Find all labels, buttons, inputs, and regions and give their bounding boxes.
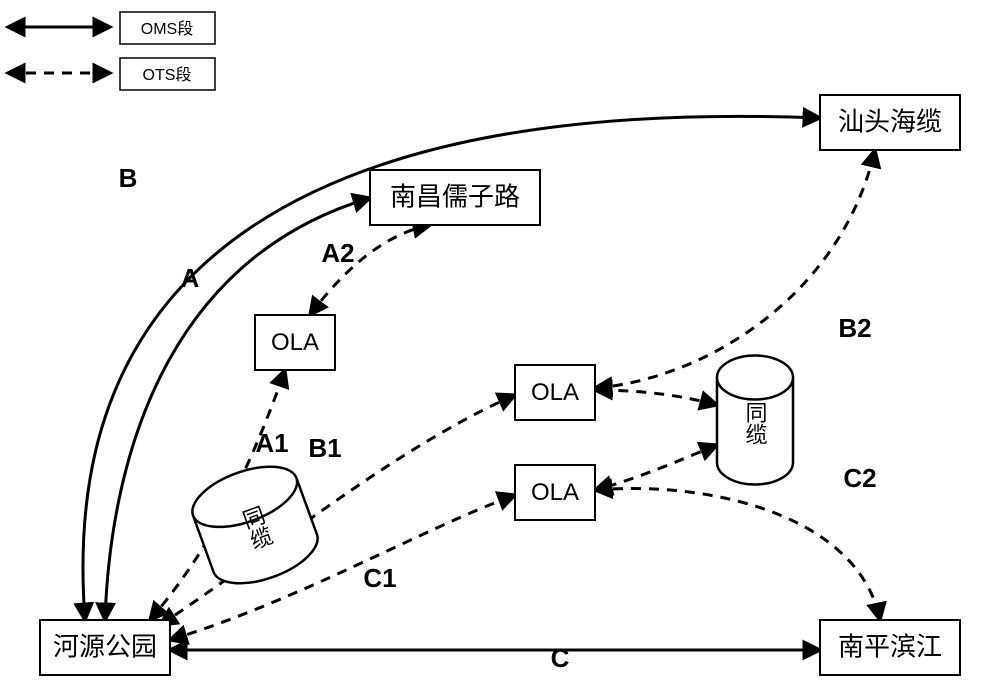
node-nanping: 南平滨江 bbox=[820, 620, 960, 675]
node-ola3: OLA bbox=[515, 465, 595, 520]
node-label-ola1: OLA bbox=[271, 329, 319, 356]
edge-label-C2: C2 bbox=[843, 463, 876, 493]
node-label-ola3: OLA bbox=[531, 479, 579, 506]
cylinder-right: 同缆 bbox=[717, 356, 793, 485]
edge-B2 bbox=[595, 150, 875, 388]
edge-label-C: C bbox=[551, 643, 570, 673]
legend: OMS段 OTS段 bbox=[8, 12, 215, 90]
legend-dashed-label: OTS段 bbox=[143, 66, 192, 84]
node-label-nanping: 南平滨江 bbox=[838, 631, 942, 661]
node-label-heyuan: 河源公园 bbox=[53, 631, 157, 661]
edge-cyl-r-ola3 bbox=[595, 445, 717, 490]
edge-cyl-r-ola2 bbox=[595, 390, 717, 405]
edge-C2 bbox=[595, 489, 880, 620]
edge-label-A: A bbox=[181, 263, 200, 293]
legend-solid-label: OMS段 bbox=[141, 20, 193, 38]
node-label-ola2: OLA bbox=[531, 379, 579, 406]
node-label-nanchang: 南昌儒子路 bbox=[390, 181, 520, 211]
edge-label-A2: A2 bbox=[321, 238, 354, 268]
edge-label-B1: B1 bbox=[308, 433, 341, 463]
edge-label-A1: A1 bbox=[255, 428, 288, 458]
edge-label-B2: B2 bbox=[838, 313, 871, 343]
nodes: 河源公园 汕头海缆南昌儒子路南平滨江 OLA OLA OLA bbox=[40, 95, 960, 675]
node-shantou: 汕头海缆 bbox=[820, 95, 960, 150]
cylinder-label-right: 同缆 bbox=[743, 401, 768, 445]
node-nanchang: 南昌儒子路 bbox=[370, 170, 540, 225]
node-ola1: OLA bbox=[255, 315, 335, 370]
cylinders: 同缆同缆 bbox=[185, 356, 793, 596]
edge-label-C1: C1 bbox=[363, 563, 396, 593]
node-heyuan: 河源公园 bbox=[40, 620, 170, 675]
node-label-shantou: 汕头海缆 bbox=[838, 106, 942, 136]
edge-label-B: B bbox=[119, 163, 138, 193]
node-ola2: OLA bbox=[515, 365, 595, 420]
cylinder-left: 同缆 bbox=[185, 455, 326, 596]
